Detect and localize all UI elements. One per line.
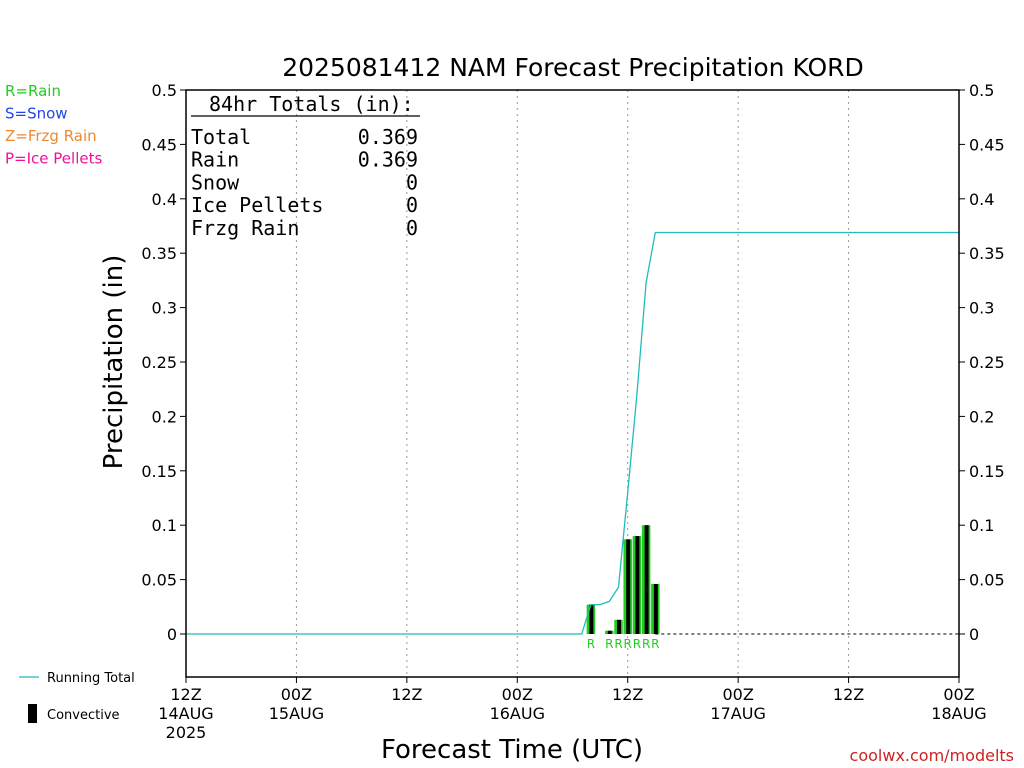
y-tick-label-left: 0.15 <box>141 462 177 481</box>
precip-type-marker: R <box>587 637 595 651</box>
y-tick-label-right: 0.15 <box>969 462 1005 481</box>
credit-text: coolwx.com/modelts <box>850 746 1014 765</box>
y-tick-label-right: 0.2 <box>969 407 994 426</box>
y-tick-label-right: 0.4 <box>969 190 994 209</box>
x-tick-label: 12Z <box>391 685 422 704</box>
y-tick-label-left: 0.4 <box>152 190 177 209</box>
convective-bar <box>644 525 649 634</box>
totals-row-value: 0 <box>406 193 418 217</box>
grid-layer <box>295 90 959 677</box>
chart-title: 2025081412 NAM Forecast Precipitation KO… <box>282 53 864 82</box>
x-tick-label: 00Z <box>943 685 974 704</box>
convective-bar <box>589 604 594 634</box>
convective-bar <box>617 619 622 634</box>
x-tick-label: 00Z <box>502 685 533 704</box>
y-tick-label-right: 0.35 <box>969 244 1005 263</box>
convective-bar <box>635 536 640 634</box>
y-tick-label-right: 0 <box>969 625 979 644</box>
legend-layer: R=Rain S=Snow Z=Frzg Rain P=Ice Pellets Runn… <box>5 82 135 723</box>
precip-type-marker: R <box>642 637 650 651</box>
totals-row-label: Total <box>191 125 251 149</box>
running-total-layer <box>186 231 959 635</box>
convective-legend-swatch <box>28 704 37 723</box>
y-tick-label-right: 0.25 <box>969 353 1005 372</box>
type-legend-item: P=Ice Pellets <box>5 150 102 168</box>
y-tick-label-right: 0.1 <box>969 516 994 535</box>
type-legend-item: S=Snow <box>5 105 68 123</box>
convective-bar <box>653 583 658 634</box>
convective-bar <box>607 630 612 634</box>
y-tick-label-left: 0 <box>167 625 177 644</box>
convective-legend-label: Convective <box>47 708 120 723</box>
y-tick-label-right: 0.3 <box>969 299 994 318</box>
convective-bar <box>626 539 631 634</box>
x-tick-date: 17AUG <box>710 704 765 723</box>
totals-row-label: Snow <box>191 170 240 194</box>
totals-row-label: Ice Pellets <box>191 193 323 217</box>
totals-row-value: 0.369 <box>358 148 418 172</box>
x-axis-label: Forecast Time (UTC) <box>381 735 643 765</box>
type-legend-item: Z=Frzg Rain <box>5 127 97 145</box>
totals-row-value: 0 <box>406 216 418 240</box>
type-legend-item: R=Rain <box>5 82 61 100</box>
x-tick-label: 12Z <box>833 685 864 704</box>
precip-type-marker: R <box>633 637 641 651</box>
x-tick-date: 18AUG <box>931 704 986 723</box>
x-tick-label: 00Z <box>722 685 753 704</box>
precip-type-marker: R <box>624 637 632 651</box>
y-tick-label-right: 0.45 <box>969 135 1005 154</box>
x-tick-date: 14AUG <box>158 704 213 723</box>
y-tick-label-right: 0.5 <box>969 81 994 100</box>
y-tick-label-left: 0.5 <box>152 81 177 100</box>
y-tick-label-left: 0.3 <box>152 299 177 318</box>
precip-type-marker: R <box>614 637 622 651</box>
totals-row-label: Frzg Rain <box>191 216 299 240</box>
axes-layer: 0 00.05 0.050.1 0.10.15 0.150.2 0.20.25 0.250.… <box>141 81 1004 742</box>
precip-type-marker: R <box>651 637 659 651</box>
totals-row-value: 0.369 <box>358 125 418 149</box>
precip-type-marker: R <box>605 637 613 651</box>
x-tick-year: 2025 <box>166 723 207 742</box>
running-total-line <box>186 231 959 635</box>
y-tick-label-left: 0.45 <box>141 135 177 154</box>
totals-box: 84hr Totals (in): Total 0.369 Rain 0.369 Snow… <box>191 92 420 240</box>
y-tick-label-left: 0.25 <box>141 353 177 372</box>
y-tick-label-left: 0.05 <box>141 571 177 590</box>
y-axis-label: Precipitation (in) <box>99 255 129 470</box>
y-tick-label-left: 0.2 <box>152 407 177 426</box>
x-tick-label: 00Z <box>281 685 312 704</box>
totals-row-label: Rain <box>191 148 239 172</box>
plot-frame <box>185 89 960 678</box>
y-tick-label-left: 0.1 <box>152 516 177 535</box>
totals-row-value: 0 <box>406 170 418 194</box>
x-tick-label: 12Z <box>612 685 643 704</box>
x-tick-date: 16AUG <box>490 704 545 723</box>
y-tick-label-left: 0.35 <box>141 244 177 263</box>
x-tick-date: 15AUG <box>269 704 324 723</box>
running-total-legend-label: Running Total <box>47 671 135 686</box>
x-tick-label: 12Z <box>170 685 201 704</box>
y-tick-label-right: 0.05 <box>969 571 1005 590</box>
totals-heading: 84hr Totals (in): <box>209 92 414 116</box>
